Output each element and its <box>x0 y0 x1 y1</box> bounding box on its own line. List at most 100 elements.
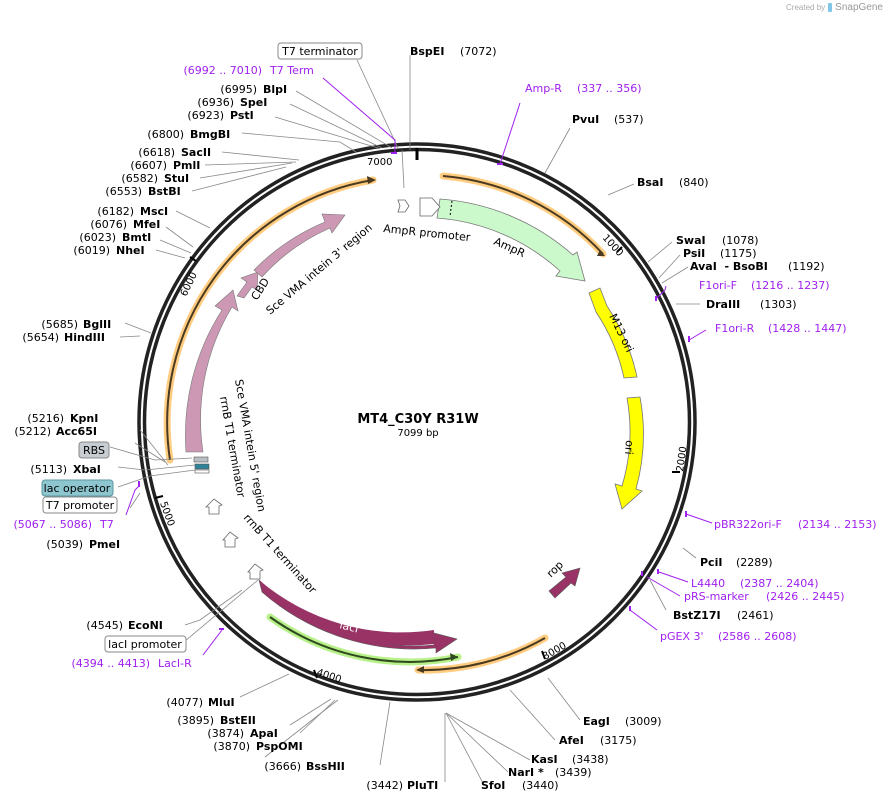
svg-text:(6607): (6607) <box>130 159 167 172</box>
svg-text:(3009): (3009) <box>625 715 662 728</box>
svg-text:BspEI: BspEI <box>410 45 444 58</box>
box-t7-terminator[interactable]: T7 terminator <box>277 42 363 60</box>
site-pvui[interactable]: PvuI (537) <box>572 113 644 126</box>
site-xbai[interactable]: (5113) XbaI <box>30 463 100 476</box>
svg-text:(7072): (7072) <box>460 45 497 58</box>
primer-pbr322ori-f[interactable]: pBR322ori-F (2134 .. 2153) <box>714 518 877 531</box>
svg-text:(6995): (6995) <box>220 83 257 96</box>
site-kasi[interactable]: KasI (3438) <box>531 753 609 766</box>
site-swai[interactable]: SwaI (1078) <box>676 234 759 247</box>
box-laci-promoter[interactable]: lacI promoter <box>104 635 187 653</box>
site-hindiii[interactable]: (5654) HindIII <box>22 331 105 344</box>
site-bstbi[interactable]: (6553) BstBI <box>105 185 180 198</box>
box-t7-promoter[interactable]: T7 promoter <box>42 496 118 514</box>
svg-text:(6992 .. 7010): (6992 .. 7010) <box>183 64 262 77</box>
tick-7000: 7000 <box>367 157 392 168</box>
svg-text:LacI-R: LacI-R <box>158 657 192 670</box>
site-bmti[interactable]: (6023) BmtI <box>79 231 151 244</box>
site-bsai[interactable]: BsaI (840) <box>637 176 709 189</box>
site-apai[interactable]: (3874) ApaI <box>207 727 277 740</box>
primer-pgex3[interactable]: pGEX 3' (2586 .. 2608) <box>660 630 797 643</box>
svg-text:PstI: PstI <box>230 109 254 122</box>
site-afei[interactable]: AfeI (3175) <box>559 734 637 747</box>
site-blpi[interactable]: (6995) BlpI <box>220 83 287 96</box>
svg-text:(5067 .. 5086): (5067 .. 5086) <box>13 518 92 531</box>
svg-text:PmlI: PmlI <box>173 159 200 172</box>
site-sfoi[interactable]: SfoI (3440) <box>481 779 559 792</box>
svg-text:T7: T7 <box>99 518 114 531</box>
svg-text:pRS-marker: pRS-marker <box>684 590 749 603</box>
site-sacii[interactable]: (6618) SacII <box>138 146 211 159</box>
primer-amp-r[interactable]: Amp-R (337 .. 356) <box>525 82 642 95</box>
site-bglii[interactable]: (5685) BglII <box>41 318 111 331</box>
svg-text:(6582): (6582) <box>121 172 158 185</box>
primer-l4440[interactable]: L4440 (2387 .. 2404) <box>691 577 819 590</box>
svg-text:EagI: EagI <box>583 715 610 728</box>
plasmid-title: MT4_C30Y R31W 7099 bp <box>357 412 478 439</box>
svg-text:L4440: L4440 <box>691 577 725 590</box>
site-bstz17i[interactable]: BstZ17I (2461) <box>673 609 774 622</box>
orf-arcs <box>163 172 607 674</box>
site-pcii[interactable]: PciI (2289) <box>700 556 773 569</box>
site-pmei[interactable]: (5039) PmeI <box>46 538 120 551</box>
intein-3-label: Sce VMA intein 3' region <box>264 221 375 317</box>
site-avai-bsobi[interactable]: AvaI - BsoBI (1192) <box>690 260 825 273</box>
svg-text:EcoNI: EcoNI <box>128 619 163 632</box>
svg-text:F1ori-F: F1ori-F <box>699 279 737 292</box>
site-psii[interactable]: PsiI (1175) <box>683 247 757 260</box>
box-lac-operator[interactable]: lac operator <box>41 479 114 497</box>
site-pmli[interactable]: (6607) PmlI <box>130 159 200 172</box>
svg-text:StuI: StuI <box>164 172 189 185</box>
site-bsshii[interactable]: (3666) BssHII <box>264 760 344 773</box>
primer-marks <box>138 152 690 630</box>
svg-text:XbaI: XbaI <box>73 463 101 476</box>
svg-text:(3870): (3870) <box>213 740 250 753</box>
primer-t7-term[interactable]: (6992 .. 7010) T7 Term <box>183 64 313 77</box>
site-econi[interactable]: (4545) EcoNI <box>86 619 162 632</box>
site-bmgbi[interactable]: (6800) BmgBI <box>147 128 230 141</box>
svg-text:(3439): (3439) <box>555 766 592 779</box>
primer-f1ori-f[interactable]: F1ori-F (1216 .. 1237) <box>699 279 830 292</box>
svg-text:(3440): (3440) <box>522 779 559 792</box>
svg-text:MluI: MluI <box>208 696 235 709</box>
svg-text:pGEX 3': pGEX 3' <box>660 630 704 643</box>
svg-text:KpnI: KpnI <box>70 412 98 425</box>
svg-text:RBS: RBS <box>83 444 105 457</box>
svg-text:AfeI: AfeI <box>559 734 584 747</box>
site-acc65i[interactable]: (5212) Acc65I <box>14 425 97 438</box>
site-bspei[interactable]: BspEI (7072) <box>410 45 497 58</box>
box-rbs[interactable]: RBS <box>78 441 110 459</box>
svg-text:(1216 .. 1237): (1216 .. 1237) <box>751 279 830 292</box>
site-pluti[interactable]: (3442) PluTI <box>366 779 438 792</box>
site-mlui[interactable]: (4077) MluI <box>166 696 234 709</box>
feature-ori: ori <box>614 396 644 510</box>
site-mfei[interactable]: (6076) MfeI <box>90 218 160 231</box>
site-psti[interactable]: (6923) PstI <box>187 109 253 122</box>
feature-laci: lacI <box>258 579 458 654</box>
svg-text:MfeI: MfeI <box>133 218 160 231</box>
site-bsteii[interactable]: (3895) BstEII <box>177 714 255 727</box>
site-spei[interactable]: (6936) SpeI <box>197 96 267 109</box>
primer-prs-marker[interactable]: pRS-marker (2426 .. 2445) <box>684 590 845 603</box>
svg-text:(2426 .. 2445): (2426 .. 2445) <box>766 590 845 603</box>
site-pspomi[interactable]: (3870) PspOMI <box>213 740 302 753</box>
primer-laci-r[interactable]: (4394 .. 4413) LacI-R <box>71 657 192 670</box>
small-feature-boxes <box>193 456 210 474</box>
svg-text:BstBI: BstBI <box>148 185 181 198</box>
site-draiii[interactable]: DraIII (1303) <box>706 298 797 311</box>
site-kpni[interactable]: (5216) KpnI <box>27 412 98 425</box>
svg-text:(2134 .. 2153): (2134 .. 2153) <box>798 518 877 531</box>
svg-text:ApaI: ApaI <box>250 727 278 740</box>
site-nhei[interactable]: (6019) NheI <box>73 244 144 257</box>
site-eagi[interactable]: EagI (3009) <box>583 715 662 728</box>
terminator-arrows: rrnB T1 terminator <box>205 498 319 596</box>
site-msci[interactable]: (6182) MscI <box>97 205 168 218</box>
svg-text:(337 .. 356): (337 .. 356) <box>577 82 642 95</box>
site-stui[interactable]: (6582) StuI <box>121 172 189 185</box>
primer-f1ori-r[interactable]: F1ori-R (1428 .. 1447) <box>715 322 847 335</box>
svg-text:T7 promoter: T7 promoter <box>45 499 115 512</box>
primer-t7[interactable]: (5067 .. 5086) T7 <box>13 518 113 531</box>
site-nari[interactable]: NarI * (3439) <box>508 766 592 779</box>
svg-text:BssHII: BssHII <box>306 760 345 773</box>
restriction-sites: BspEI (7072) PvuI (537) BsaI (840) SwaI (107… <box>14 45 824 792</box>
